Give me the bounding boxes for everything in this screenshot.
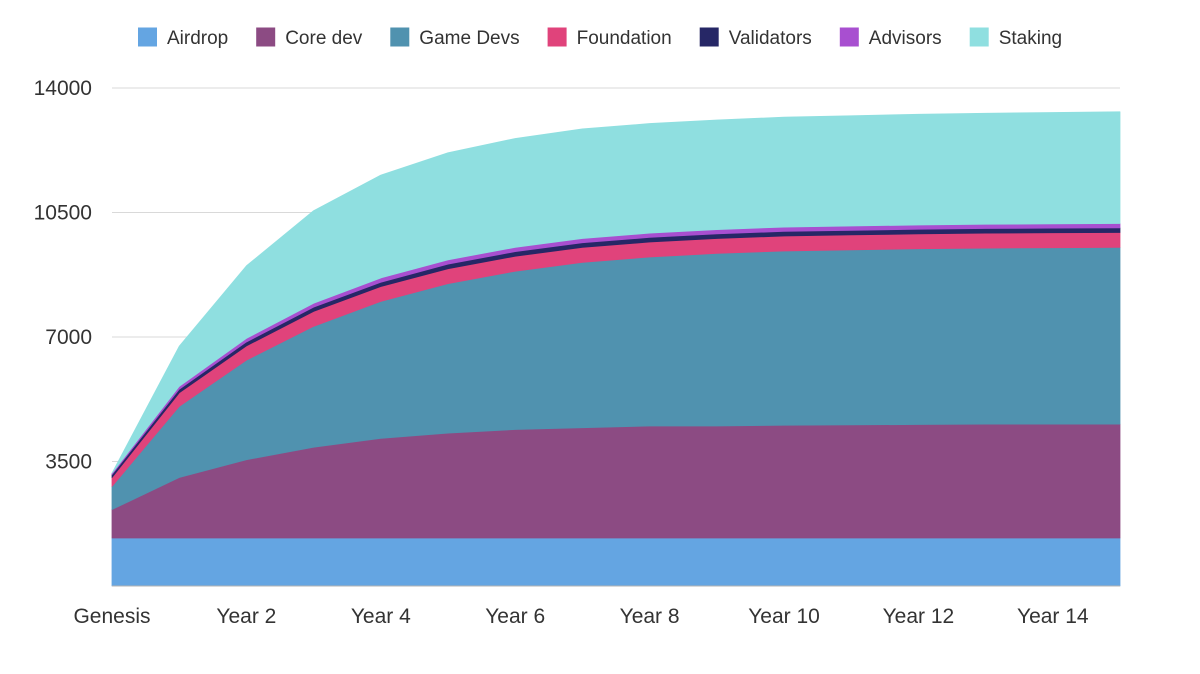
legend-label-advisors: Advisors (869, 28, 942, 49)
x-tick-label-year-8: Year 8 (620, 605, 680, 628)
x-tick-label-year-14: Year 14 (1017, 605, 1089, 628)
area-series (111, 111, 1121, 587)
x-tick-label-year-2: Year 2 (216, 605, 276, 628)
legend-label-game-devs: Game Devs (419, 28, 519, 49)
legend-item-airdrop: Airdrop (138, 27, 228, 49)
x-tick-label-year-10: Year 10 (748, 605, 820, 628)
legend-item-foundation: Foundation (547, 27, 672, 49)
x-tick-label-genesis: Genesis (73, 605, 150, 628)
y-tick-label-3500: 3500 (45, 451, 92, 474)
legend-label-airdrop: Airdrop (167, 28, 228, 49)
legend-item-advisors: Advisors (839, 27, 942, 49)
legend-swatch-staking (969, 27, 989, 47)
legend-label-staking: Staking (999, 28, 1062, 49)
legend-swatch-core-dev (256, 27, 276, 47)
y-tick-label-14000: 14000 (34, 77, 92, 100)
x-tick-label-year-4: Year 4 (351, 605, 411, 628)
y-tick-label-10500: 10500 (34, 202, 92, 225)
legend-swatch-foundation (547, 27, 567, 47)
area-airdrop (111, 537, 1121, 587)
x-tick-label-year-12: Year 12 (883, 605, 955, 628)
axes: 3500 7000 10500 14000 Genesis Year 2 Year 4 Yea… (34, 77, 1120, 628)
legend-swatch-airdrop (138, 27, 157, 47)
legend: Airdrop Core dev Game Devs Foundation Valida… (138, 27, 1062, 49)
legend-label-foundation: Foundation (577, 28, 672, 49)
area-staking (111, 111, 1121, 474)
y-tick-label-7000: 7000 (45, 326, 92, 349)
legend-item-game-devs: Game Devs (390, 27, 520, 49)
legend-swatch-game-devs (390, 27, 410, 47)
legend-label-validators: Validators (729, 28, 812, 49)
x-tick-label-year-6: Year 6 (485, 605, 545, 628)
legend-item-staking: Staking (969, 27, 1062, 49)
legend-item-core-dev: Core dev (256, 27, 363, 49)
legend-item-validators: Validators (699, 27, 812, 49)
legend-swatch-advisors (839, 27, 859, 47)
legend-label-core-dev: Core dev (285, 28, 363, 49)
legend-swatch-validators (699, 27, 719, 47)
